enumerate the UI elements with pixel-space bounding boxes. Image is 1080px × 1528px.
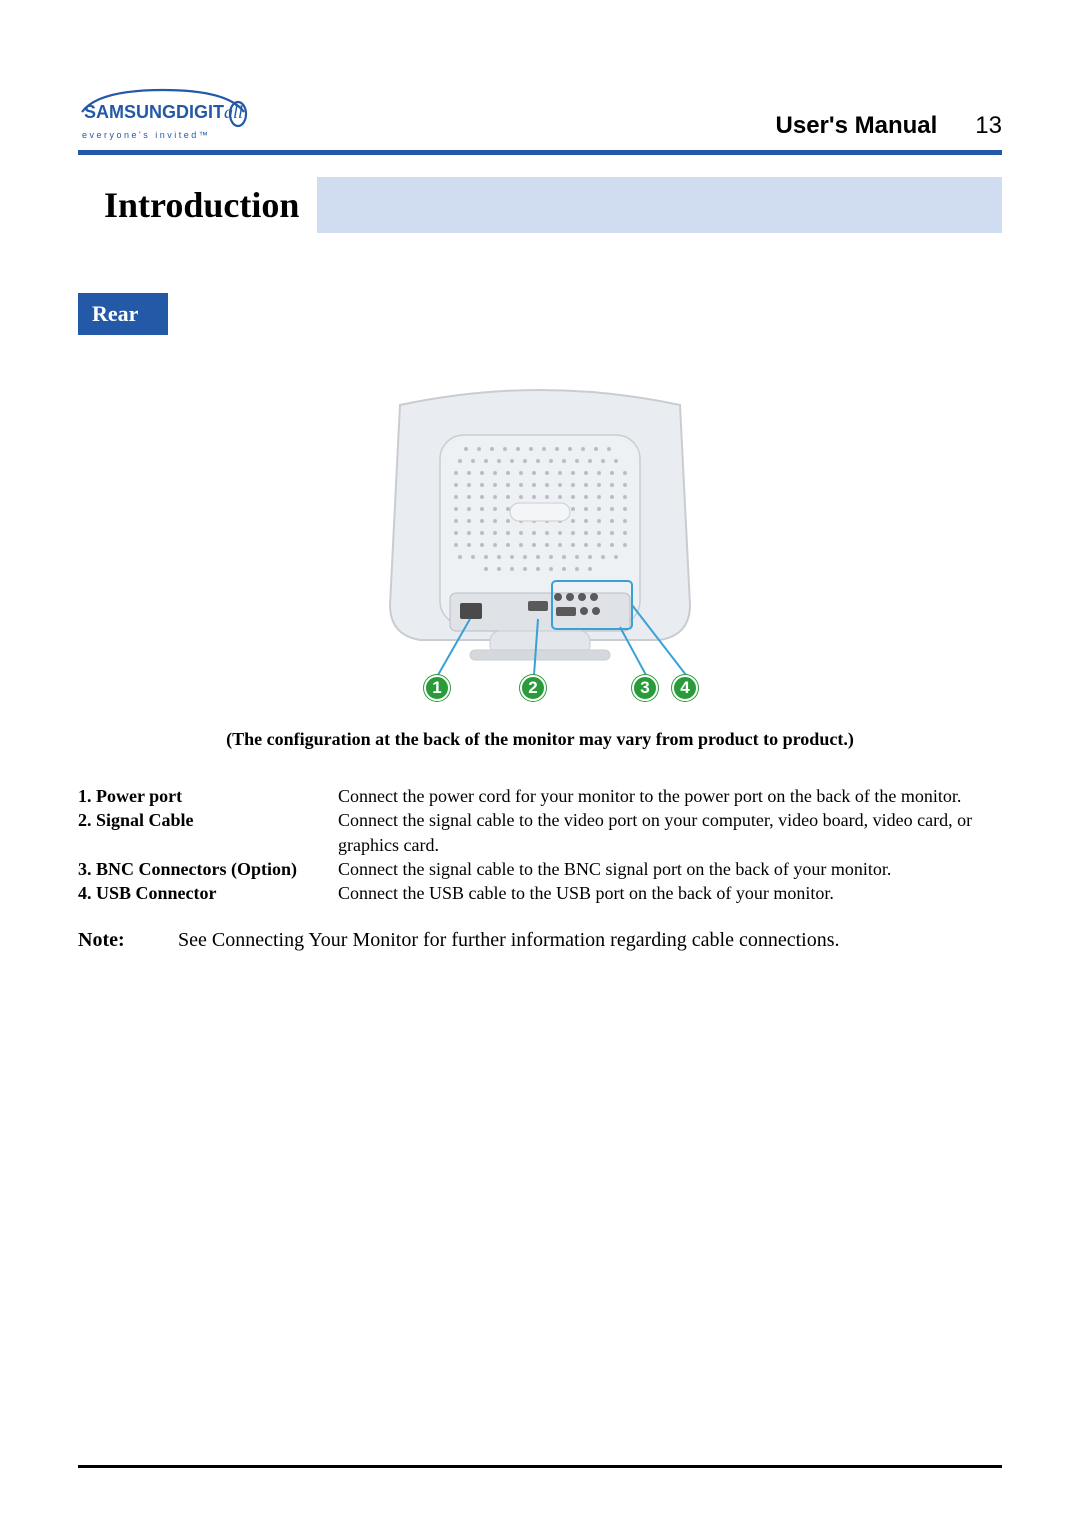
definition-term: 3. BNC Connectors (Option) — [78, 857, 338, 881]
brand-tagline: everyone's invited™ — [82, 130, 210, 140]
definition-row: 2. Signal Cable Connect the signal cable… — [78, 808, 1002, 857]
svg-text:all: all — [224, 102, 243, 122]
section-title-wrap: Introduction — [78, 177, 317, 233]
manual-title: User's Manual — [776, 112, 938, 140]
definition-desc: Connect the USB cable to the USB port on… — [338, 881, 1002, 905]
brand-logo: SAMSUNG DIGIT all everyone's invited™ — [78, 88, 248, 140]
definition-term: 2. Signal Cable — [78, 808, 338, 857]
definition-desc: Connect the power cord for your monitor … — [338, 784, 1002, 808]
section-title: Introduction — [104, 184, 299, 226]
definition-desc: Connect the signal cable to the video po… — [338, 808, 1002, 857]
note-row: Note: See Connecting Your Monitor for fu… — [78, 929, 1002, 952]
figure-container: 1 2 3 4 — [78, 375, 1002, 705]
definition-term: 1. Power port — [78, 784, 338, 808]
note-label: Note: — [78, 929, 148, 952]
monitor-rear-icon — [370, 375, 710, 705]
page-number: 13 — [975, 112, 1002, 140]
section-title-bar: Introduction — [78, 177, 1002, 233]
definition-desc: Connect the signal cable to the BNC sign… — [338, 857, 1002, 881]
figure-callout-3: 3 — [632, 675, 658, 701]
page-header: SAMSUNG DIGIT all everyone's invited™ Us… — [78, 70, 1002, 140]
figure-caption: (The configuration at the back of the mo… — [78, 729, 1002, 750]
definitions-table: 1. Power port Connect the power cord for… — [78, 784, 1002, 905]
figure-callout-1: 1 — [424, 675, 450, 701]
header-right: User's Manual 13 — [776, 112, 1002, 140]
samsung-digitall-logo-icon: SAMSUNG DIGIT all — [78, 88, 248, 132]
figure-callout-2: 2 — [520, 675, 546, 701]
subheading-rear: Rear — [78, 293, 168, 335]
figure-callout-4: 4 — [672, 675, 698, 701]
definition-row: 4. USB Connector Connect the USB cable t… — [78, 881, 1002, 905]
footer-divider — [78, 1465, 1002, 1468]
svg-text:SAMSUNG: SAMSUNG — [84, 102, 176, 122]
definition-row: 1. Power port Connect the power cord for… — [78, 784, 1002, 808]
page: SAMSUNG DIGIT all everyone's invited™ Us… — [0, 0, 1080, 1528]
definition-row: 3. BNC Connectors (Option) Connect the s… — [78, 857, 1002, 881]
definition-term: 4. USB Connector — [78, 881, 338, 905]
monitor-rear-figure: 1 2 3 4 — [370, 375, 710, 705]
svg-text:DIGIT: DIGIT — [176, 102, 224, 122]
note-text: See Connecting Your Monitor for further … — [178, 929, 840, 952]
header-divider — [78, 150, 1002, 155]
